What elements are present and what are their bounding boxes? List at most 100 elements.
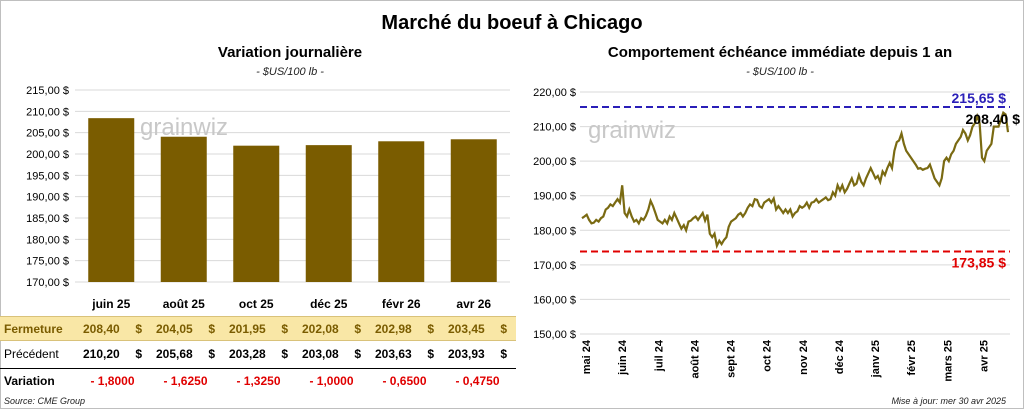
x-tick-label: mars 25 [942,340,954,382]
x-tick-label: sept 24 [726,339,738,378]
x-tick-label: févr 25 [906,340,918,375]
previous-cell-value: 203,08 [302,346,339,361]
right-chart-unit: - $US/100 lb - [746,66,814,78]
variation-cell: - 1,8000 [75,374,148,388]
bar [450,139,497,282]
closing-cell-value: 201,95 [229,321,266,336]
closing-cell: 203,45 $ [440,322,513,336]
left-chart-title: Variation journalière [217,44,363,61]
closing-cell: 204,05 $ [148,322,221,336]
x-tick-label: déc 24 [834,339,846,374]
currency-symbol: $ [354,321,361,336]
x-tick-label: juin 24 [617,339,629,376]
closing-row: Fermeture 208,40 $204,05 $201,95 $202,08 $20… [0,316,516,341]
closing-cell: 202,08 $ [294,322,367,336]
x-tick-label: avr 25 [978,340,990,372]
closing-cell-value: 203,45 [448,321,485,336]
y-tick-label: 200,00 $ [533,156,576,168]
left-chart-unit: - $US/100 lb - [256,66,324,78]
variation-cell: - 1,6250 [148,374,221,388]
x-tick-label: janv 25 [870,340,882,378]
y-tick-label: 220,00 $ [533,87,576,99]
bar [378,141,425,282]
y-tick-label: 210,00 $ [533,122,576,134]
variation-cell-value: - 0,6500 [382,373,427,388]
y-tick-label: 205,00 $ [26,128,69,140]
currency-symbol: $ [354,346,361,361]
x-tick-label: juin 25 [91,297,130,311]
previous-cell: 205,68 $ [148,347,221,361]
variation-cell-value: - 0,4750 [455,373,500,388]
y-tick-label: 200,00 $ [26,149,69,161]
previous-cell-value: 205,68 [156,346,193,361]
bar [88,118,135,282]
closing-cell-value: 204,05 [156,321,193,336]
source-note: Source: CME Group [4,396,86,406]
variation-cell: - 0,6500 [367,374,440,388]
y-tick-label: 210,00 $ [26,106,69,118]
variation-cell: - 1,3250 [221,374,294,388]
x-tick-label: nov 24 [798,339,810,375]
x-tick-label: août 25 [163,297,205,311]
bar [233,145,280,282]
variation-cell: - 1,0000 [294,374,367,388]
x-tick-label: juil 24 [653,339,665,372]
previous-cell-value: 210,20 [83,346,120,361]
y-tick-label: 150,00 $ [533,329,576,341]
currency-symbol: $ [281,321,288,336]
reference-label: 173,85 $ [952,255,1007,271]
bar [160,136,207,282]
price-line [581,110,1010,250]
x-tick-label: avr 26 [456,297,491,311]
bar-chart: 170,00 $ 175,00 $ 180,00 $ 185,00 $ 190,00 $… [26,85,510,311]
variation-cell-value: - 1,3250 [236,373,281,388]
currency-symbol: $ [135,321,142,336]
update-note: Mise à jour: mer 30 avr 2025 [891,396,1006,406]
closing-cell-value: 202,98 [375,321,412,336]
y-tick-label: 195,00 $ [26,170,69,182]
x-tick-label: mai 24 [581,339,593,374]
x-tick-label: févr 26 [382,297,421,311]
y-tick-label: 175,00 $ [26,256,69,268]
currency-symbol: $ [500,346,507,361]
closing-cell-value: 202,08 [302,321,339,336]
previous-cell: 203,63 $ [367,347,440,361]
y-tick-label: 215,00 $ [26,85,69,97]
right-chart-title: Comportement échéance immédiate depuis 1… [607,44,953,61]
previous-cell-value: 203,93 [448,346,485,361]
bar [305,145,352,282]
previous-cell: 203,28 $ [221,347,294,361]
y-tick-label: 180,00 $ [26,234,69,246]
closing-cell: 208,40 $ [75,322,148,336]
y-tick-label: 190,00 $ [533,191,576,203]
previous-label: Précédent [4,346,59,361]
variation-cell: - 0,4750 [440,374,513,388]
x-tick-label: oct 25 [239,297,274,311]
currency-symbol: $ [427,346,434,361]
closing-cell: 201,95 $ [221,322,294,336]
line-chart: 150,00 $ 160,00 $ 170,00 $ 180,00 $ 190,00 $… [533,87,1021,382]
currency-symbol: $ [500,321,507,336]
closing-cell-value: 208,40 [83,321,120,336]
y-tick-label: 190,00 $ [26,192,69,204]
watermark: grainwiz [588,117,676,144]
currency-symbol: $ [281,346,288,361]
previous-cell-value: 203,63 [375,346,412,361]
previous-cell-value: 203,28 [229,346,266,361]
y-tick-label: 170,00 $ [533,260,576,272]
y-tick-label: 185,00 $ [26,213,69,225]
previous-cell: 203,08 $ [294,347,367,361]
reference-label: 215,65 $ [952,90,1007,106]
y-tick-label: 180,00 $ [533,225,576,237]
currency-symbol: $ [208,321,215,336]
currency-symbol: $ [135,346,142,361]
currency-symbol: $ [208,346,215,361]
x-tick-label: oct 24 [762,339,774,372]
variation-row: Variation - 1,8000 - 1,6250 - 1,3250 - 1,00… [0,368,516,392]
watermark: grainwiz [140,114,228,141]
variation-label: Variation [4,373,55,388]
y-tick-label: 170,00 $ [26,277,69,289]
previous-row: Précédent 210,20 $205,68 $203,28 $203,08 $20… [0,342,516,365]
previous-cell: 203,93 $ [440,347,513,361]
last-price-label: 208,40 $ [966,111,1021,127]
